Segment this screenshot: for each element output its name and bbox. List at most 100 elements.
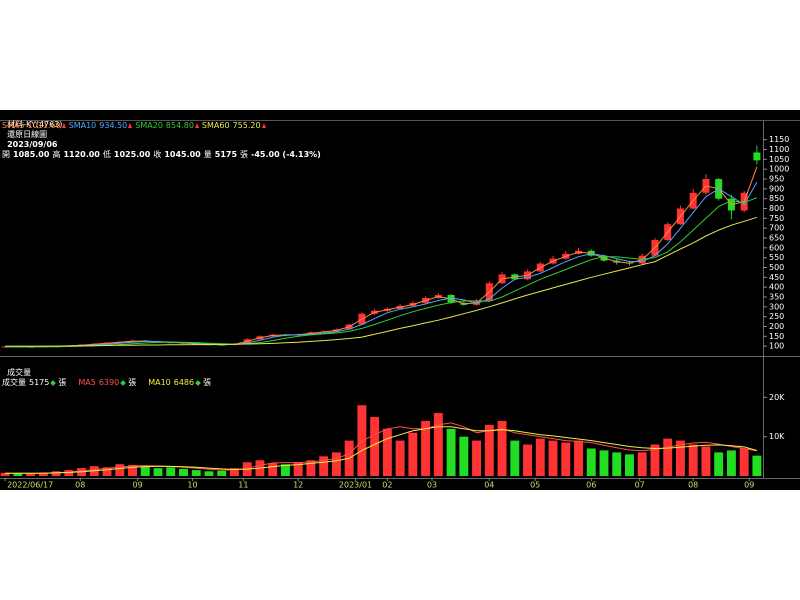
x-tick-label: 11 (238, 481, 248, 490)
legend-arrow (61, 123, 66, 128)
y-tick-label: 250 (769, 312, 784, 321)
volume-bar (128, 464, 137, 476)
volume-bar (0, 472, 10, 476)
volume-bar (523, 444, 532, 476)
volume-bar (153, 468, 163, 476)
legend-name: SMA10 (68, 121, 97, 130)
volume-bar (561, 442, 571, 476)
quote-value: 1085.00 (13, 150, 50, 159)
y-tick-label: 600 (769, 243, 784, 252)
y-tick-label: 200 (769, 322, 784, 331)
volume-unit: 張 (58, 378, 67, 387)
legend-diamond (195, 380, 201, 386)
volume-bar (599, 450, 609, 476)
y-tick-label: 350 (769, 292, 784, 301)
x-tick-label: 2023/01 (339, 481, 372, 490)
volume-bar (166, 467, 176, 476)
volume-bar (268, 463, 278, 476)
volume-bar (421, 420, 431, 476)
y-tick-label: 1000 (769, 165, 789, 174)
volume-bar (574, 440, 583, 476)
volume-bar (675, 440, 685, 476)
x-tick-label: 05 (530, 481, 540, 490)
x-tick-label: 08 (688, 481, 698, 490)
y-tick-label: 750 (769, 214, 784, 223)
candle-body (27, 346, 35, 348)
volume-bar (115, 464, 125, 476)
volume-bar (714, 452, 724, 476)
volume-ma-line (5, 422, 757, 474)
quote-label: 收 (153, 150, 162, 159)
quote-label: 低 (102, 150, 111, 159)
quote-value: 5175 (214, 150, 238, 159)
volume-panel-title: 成交量 (7, 368, 32, 377)
volume-bar (331, 452, 341, 476)
volume-bar (625, 454, 634, 476)
x-tick-label: 09 (133, 481, 143, 490)
x-tick-label: 07 (635, 481, 645, 490)
y-tick-label: 450 (769, 273, 784, 282)
quote-label: 開 (2, 150, 10, 159)
volume-bar (319, 456, 329, 476)
candle-body (753, 152, 761, 161)
legend-name: SMA60 (201, 121, 230, 130)
volume-bar (701, 446, 711, 476)
x-tick-label: 2022/06/17 (7, 481, 53, 490)
quote-change: -45.00 (-4.13%) (251, 150, 321, 159)
volume-bar (446, 428, 456, 476)
legend-arrow (128, 123, 133, 128)
volume-bar (408, 432, 418, 476)
y-tick-label: 550 (769, 253, 784, 262)
volume-bar (140, 466, 150, 476)
volume-bar (217, 470, 227, 476)
volume-bar (293, 462, 303, 476)
volume-bar (395, 440, 405, 476)
volume-bar (637, 452, 647, 476)
y-tick-label: 950 (769, 175, 784, 184)
volume-bar (726, 450, 736, 476)
quote-unit: 張 (240, 150, 249, 159)
volume-bar (739, 448, 749, 476)
volume-legend: 成交量 成交量 5175 張 MA5 6390 張 MA10 6486 張 (2, 358, 223, 388)
quote-value: 1045.00 (164, 150, 201, 159)
volume-bar (510, 440, 520, 476)
legend-value: 755.20 (232, 121, 261, 130)
volume-bar (64, 470, 74, 476)
x-tick-label: 02 (382, 481, 392, 490)
volume-bar (204, 471, 214, 476)
x-tick-label: 06 (586, 481, 596, 490)
volume-bar (688, 444, 698, 476)
y-tick-label: 650 (769, 234, 784, 243)
volume-last: 5175 (29, 378, 50, 387)
y-tick-label: 1050 (769, 155, 789, 164)
legend-value: 6390 (98, 378, 120, 387)
volume-bar (230, 468, 239, 476)
volume-bar (433, 413, 443, 476)
volume-bar (191, 470, 201, 476)
volume-bar (13, 473, 23, 476)
quote-label: 量 (203, 150, 212, 159)
chart-kind: 還原日線圖 (7, 130, 48, 139)
ma-line (5, 197, 758, 348)
volume-bar (586, 448, 596, 476)
stock-name: 材料-KY(4763) (7, 120, 63, 129)
legend-diamond (120, 380, 127, 386)
volume-bar (663, 438, 673, 476)
x-tick-label: 09 (744, 481, 754, 490)
volume-bar (472, 440, 482, 476)
ma-line (5, 216, 758, 347)
quote-bar: 材料-KY(4763) 還原日線圖 2023/09/06 開 1085.00 高 11… (2, 110, 324, 160)
y-tick-label: 1100 (769, 145, 789, 154)
quote-value: 1120.00 (63, 150, 100, 159)
x-tick-label: 12 (293, 481, 303, 490)
volume-unit: 張 (203, 378, 212, 387)
y-tick-label: 800 (769, 204, 784, 213)
volume-bar (26, 473, 36, 476)
volume-bar (497, 420, 507, 476)
x-tick-label: 08 (75, 481, 85, 490)
legend-name: MA10 (148, 378, 171, 387)
volume-bar (650, 444, 660, 476)
chart-background (0, 110, 800, 490)
y-tick-label: 850 (769, 194, 784, 203)
